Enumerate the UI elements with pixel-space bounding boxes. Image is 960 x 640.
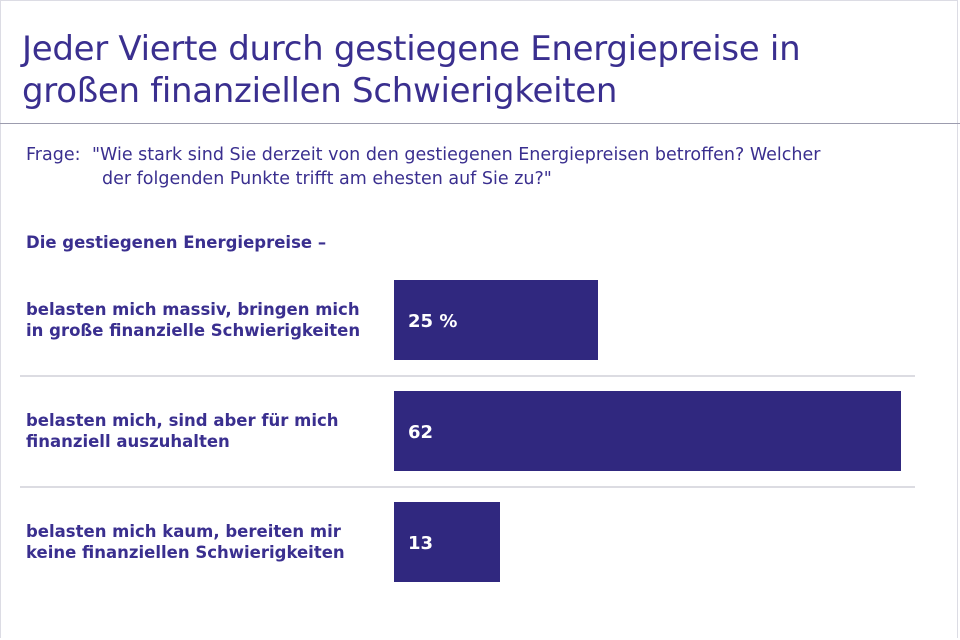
bar (394, 502, 500, 582)
value-label: 62 (408, 422, 433, 443)
category-label: in große finanzielle Schwierigkeiten (26, 321, 360, 340)
bar (394, 280, 598, 360)
category-label: keine finanziellen Schwierigkeiten (26, 543, 345, 562)
question-line-2: der folgenden Punkte trifft am ehesten a… (102, 169, 552, 189)
question-prefix: Frage: (26, 145, 81, 165)
category-label: belasten mich massiv, bringen mich (26, 300, 360, 319)
question-text: "Wie stark sind Sie derzeit von den gest… (92, 143, 902, 167)
value-label: 13 (408, 533, 433, 554)
chart-title: Jeder Vierte durch gestiegene Energiepre… (22, 29, 801, 111)
category-label: belasten mich kaum, bereiten mir (26, 522, 342, 541)
value-label: 25 % (408, 311, 457, 332)
title-divider (0, 123, 960, 124)
category-label: belasten mich, sind aber für mich (26, 411, 339, 430)
question-line-1: "Wie stark sind Sie derzeit von den gest… (92, 145, 821, 165)
section-label: Die gestiegenen Energiepreise – (26, 233, 327, 252)
category-label: finanziell auszuhalten (26, 432, 230, 451)
bar (394, 391, 901, 471)
